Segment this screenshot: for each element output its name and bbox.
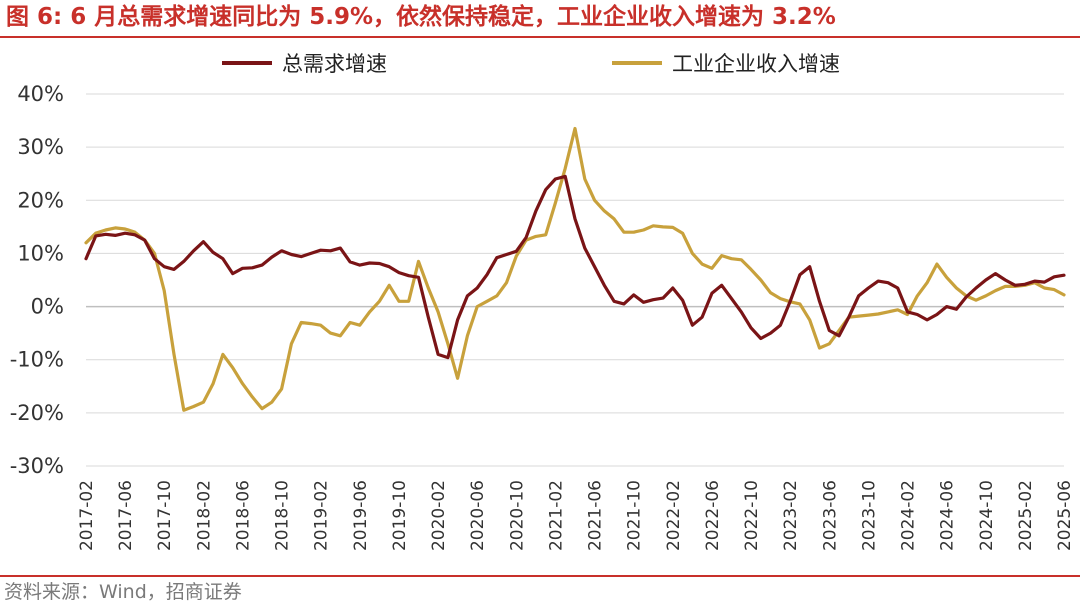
x-tick-label: 2018-06 [233,480,253,551]
title-divider [0,36,1080,38]
series-line-total-demand [84,174,1066,360]
x-tick-label: 2019-06 [351,480,371,551]
x-tick-label: 2020-10 [507,480,527,551]
y-tick-label: -10% [10,348,64,372]
x-tick-label: 2021-06 [586,480,606,551]
y-tick-label: -20% [10,401,64,425]
gridlines [86,93,1064,467]
x-tick-label: 2020-06 [468,480,488,551]
x-tick-label: 2023-10 [859,480,879,551]
x-tick-label: 2022-02 [664,480,684,551]
series-line-industrial-revenue [84,126,1066,412]
figure-title-text: 6 月总需求增速同比为 5.9%，依然保持稳定，工业企业收入增速为 3.2% [70,4,836,30]
x-axis-tick-labels: 2017-02 2017-06 2017-10 2018-02 2018-06 2018-… [77,480,1075,551]
x-tick-label: 2025-06 [1055,480,1075,551]
x-tick-label: 2021-02 [546,480,566,551]
x-tick-label: 2025-02 [1016,480,1036,551]
x-tick-label: 2024-02 [899,480,919,551]
line-chart: 总需求增速 工业企业收入增速 -30% -20% -10% 0% 10% 20% 30% 40… [10,52,1075,551]
x-tick-label: 2023-06 [820,480,840,551]
x-tick-label: 2019-02 [312,480,332,551]
x-tick-label: 2022-10 [742,480,762,551]
x-tick-label: 2017-06 [116,480,136,551]
source-note: 资料来源：Wind，招商证券 [4,581,242,603]
legend-label-total-demand: 总需求增速 [282,52,387,76]
figure-title: 图 6: 6 月总需求增速同比为 5.9%，依然保持稳定，工业企业收入增速为 3… [6,2,1076,32]
x-tick-label: 2017-02 [77,480,97,551]
series-lines [84,126,1066,412]
legend: 总需求增速 工业企业收入增速 [222,52,840,76]
x-tick-label: 2017-10 [155,480,175,551]
x-tick-label: 2019-10 [390,480,410,551]
x-tick-label: 2024-10 [977,480,997,551]
y-tick-label: 10% [17,241,64,265]
y-tick-label: 40% [17,82,64,106]
x-tick-label: 2018-10 [273,480,293,551]
x-tick-label: 2022-06 [703,480,723,551]
figure-number: 图 6: [6,4,63,30]
x-tick-label: 2024-06 [938,480,958,551]
x-tick-label: 2021-10 [625,480,645,551]
y-axis-tick-labels: -30% -20% -10% 0% 10% 20% 30% 40% [10,82,64,478]
y-tick-label: 0% [31,295,64,319]
x-tick-label: 2020-02 [429,480,449,551]
y-tick-label: 20% [17,188,64,212]
y-tick-label: -30% [10,454,64,478]
x-tick-label: 2018-02 [194,480,214,551]
legend-label-industrial-revenue: 工业企业收入增速 [672,52,840,76]
source-divider [0,575,1080,577]
x-tick-label: 2023-02 [781,480,801,551]
y-tick-label: 30% [17,135,64,159]
